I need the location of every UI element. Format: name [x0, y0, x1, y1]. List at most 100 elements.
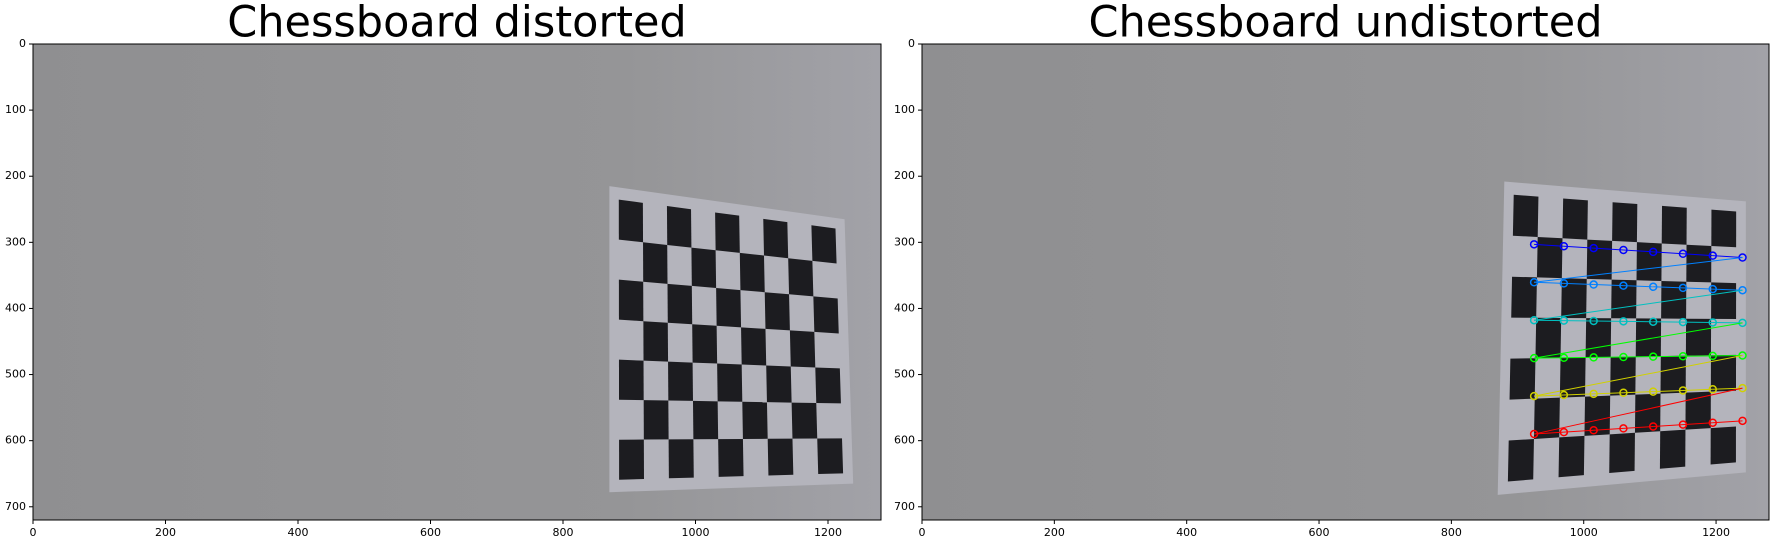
x-tick-label: 800	[1441, 526, 1462, 539]
y-tick-label: 100	[894, 103, 915, 116]
corner-line	[1653, 424, 1684, 427]
chessboard-square	[1610, 356, 1636, 396]
x-tick-label: 0	[30, 526, 37, 539]
chessboard-square	[668, 439, 694, 479]
corner-line	[1712, 255, 1743, 259]
y-tick-label: 100	[5, 103, 26, 116]
y-tick-label: 400	[5, 301, 26, 314]
chessboard-square	[667, 283, 693, 325]
chessboard-square	[1512, 194, 1539, 238]
chessboard-square	[766, 365, 792, 403]
chessboard-square	[1511, 276, 1537, 318]
corner-line	[1682, 422, 1713, 426]
chessboard-square	[815, 367, 841, 404]
chessboard-square	[1585, 318, 1612, 358]
corner-line	[1533, 387, 1743, 435]
chessboard-square	[1558, 435, 1585, 478]
corner-line	[1682, 253, 1713, 257]
chessboard-square	[691, 247, 717, 289]
chessboard-square	[643, 400, 669, 440]
chessboard-square	[1636, 242, 1662, 282]
corner-point	[1738, 351, 1747, 360]
corner-point	[1738, 383, 1747, 393]
chessboard-square	[618, 359, 644, 401]
chessboard-square	[715, 212, 740, 253]
corner-line	[1563, 393, 1594, 396]
chessboard-square	[764, 292, 790, 331]
y-tick-label: 500	[894, 368, 915, 381]
y-tick-label: 200	[5, 169, 26, 182]
y-tick-label: 700	[894, 500, 915, 513]
y-tick-label: 600	[5, 434, 26, 447]
chessboard-square	[1685, 391, 1711, 430]
corner-line	[1593, 247, 1624, 251]
chessboard-square	[1612, 202, 1638, 243]
chessboard-square	[1584, 395, 1611, 436]
corner-line	[1534, 289, 1743, 321]
chessboard-square	[789, 330, 816, 368]
chessboard-square	[741, 327, 767, 366]
y-tick-label: 700	[5, 500, 26, 513]
corner-point	[1738, 318, 1747, 328]
corner-line	[1682, 287, 1713, 290]
chessboard-square	[767, 438, 794, 476]
x-tick-label: 1000	[1570, 526, 1598, 539]
chessboard-square	[791, 402, 818, 439]
chessboard-square	[1635, 318, 1662, 357]
chessboard-square	[692, 400, 719, 440]
chessboard-square	[1659, 429, 1686, 469]
corner-line	[1534, 431, 1564, 435]
chessboard-square	[1507, 438, 1534, 482]
x-tick-label: 0	[919, 526, 926, 539]
chessboard-square	[742, 401, 768, 439]
chessboard-square	[1561, 278, 1587, 319]
chessboard-square	[619, 439, 644, 480]
y-tick-label: 600	[894, 434, 915, 447]
chessboard-square	[763, 218, 789, 259]
axes-frame	[32, 43, 882, 521]
corner-line	[1563, 429, 1594, 433]
corner-line	[1593, 392, 1624, 395]
corner-line	[1563, 245, 1594, 249]
chessboard-square	[1711, 282, 1737, 320]
chessboard-square	[666, 206, 692, 248]
chessboard-square	[813, 296, 839, 334]
chessboard-square	[1685, 318, 1712, 356]
y-tick-label: 0	[908, 37, 915, 50]
chessboard-square	[1711, 209, 1737, 248]
y-tick-label: 200	[894, 169, 915, 182]
chessboard-square	[716, 288, 742, 328]
x-tick-label: 1000	[682, 526, 710, 539]
chessboard-square	[1509, 358, 1536, 400]
x-tick-label: 800	[553, 526, 574, 539]
x-tick-label: 200	[1044, 526, 1065, 539]
chart-title: Chessboard distorted	[227, 0, 686, 48]
y-tick-label: 300	[5, 235, 26, 248]
axes-frame	[921, 43, 1770, 521]
chessboard-square	[692, 324, 718, 364]
x-tick-label: 400	[1176, 526, 1197, 539]
corner-line	[1712, 387, 1743, 390]
corner-line	[1533, 355, 1743, 397]
y-tick-label: 500	[5, 368, 26, 381]
panel: Chessboard distorted 0 200 400 600 800 1000 120…	[5, 0, 882, 539]
corner-line	[1534, 243, 1564, 247]
x-tick-label: 400	[288, 526, 309, 539]
y-tick-label: 300	[894, 235, 915, 248]
chessboard-square	[717, 363, 743, 402]
x-tick-label: 1200	[814, 526, 842, 539]
chessboard-square	[1661, 205, 1687, 245]
chessboard-square	[668, 361, 693, 401]
chessboard-square	[788, 258, 814, 297]
corner-line	[1712, 420, 1743, 424]
corner-line	[1593, 427, 1624, 431]
chessboard-square	[718, 438, 744, 477]
chessboard-square	[1562, 198, 1588, 240]
chessboard-square	[1536, 237, 1563, 279]
corner-line	[1563, 282, 1594, 286]
corner-line	[1593, 284, 1624, 287]
corner-line	[1653, 251, 1684, 255]
corner-line	[1623, 285, 1654, 288]
